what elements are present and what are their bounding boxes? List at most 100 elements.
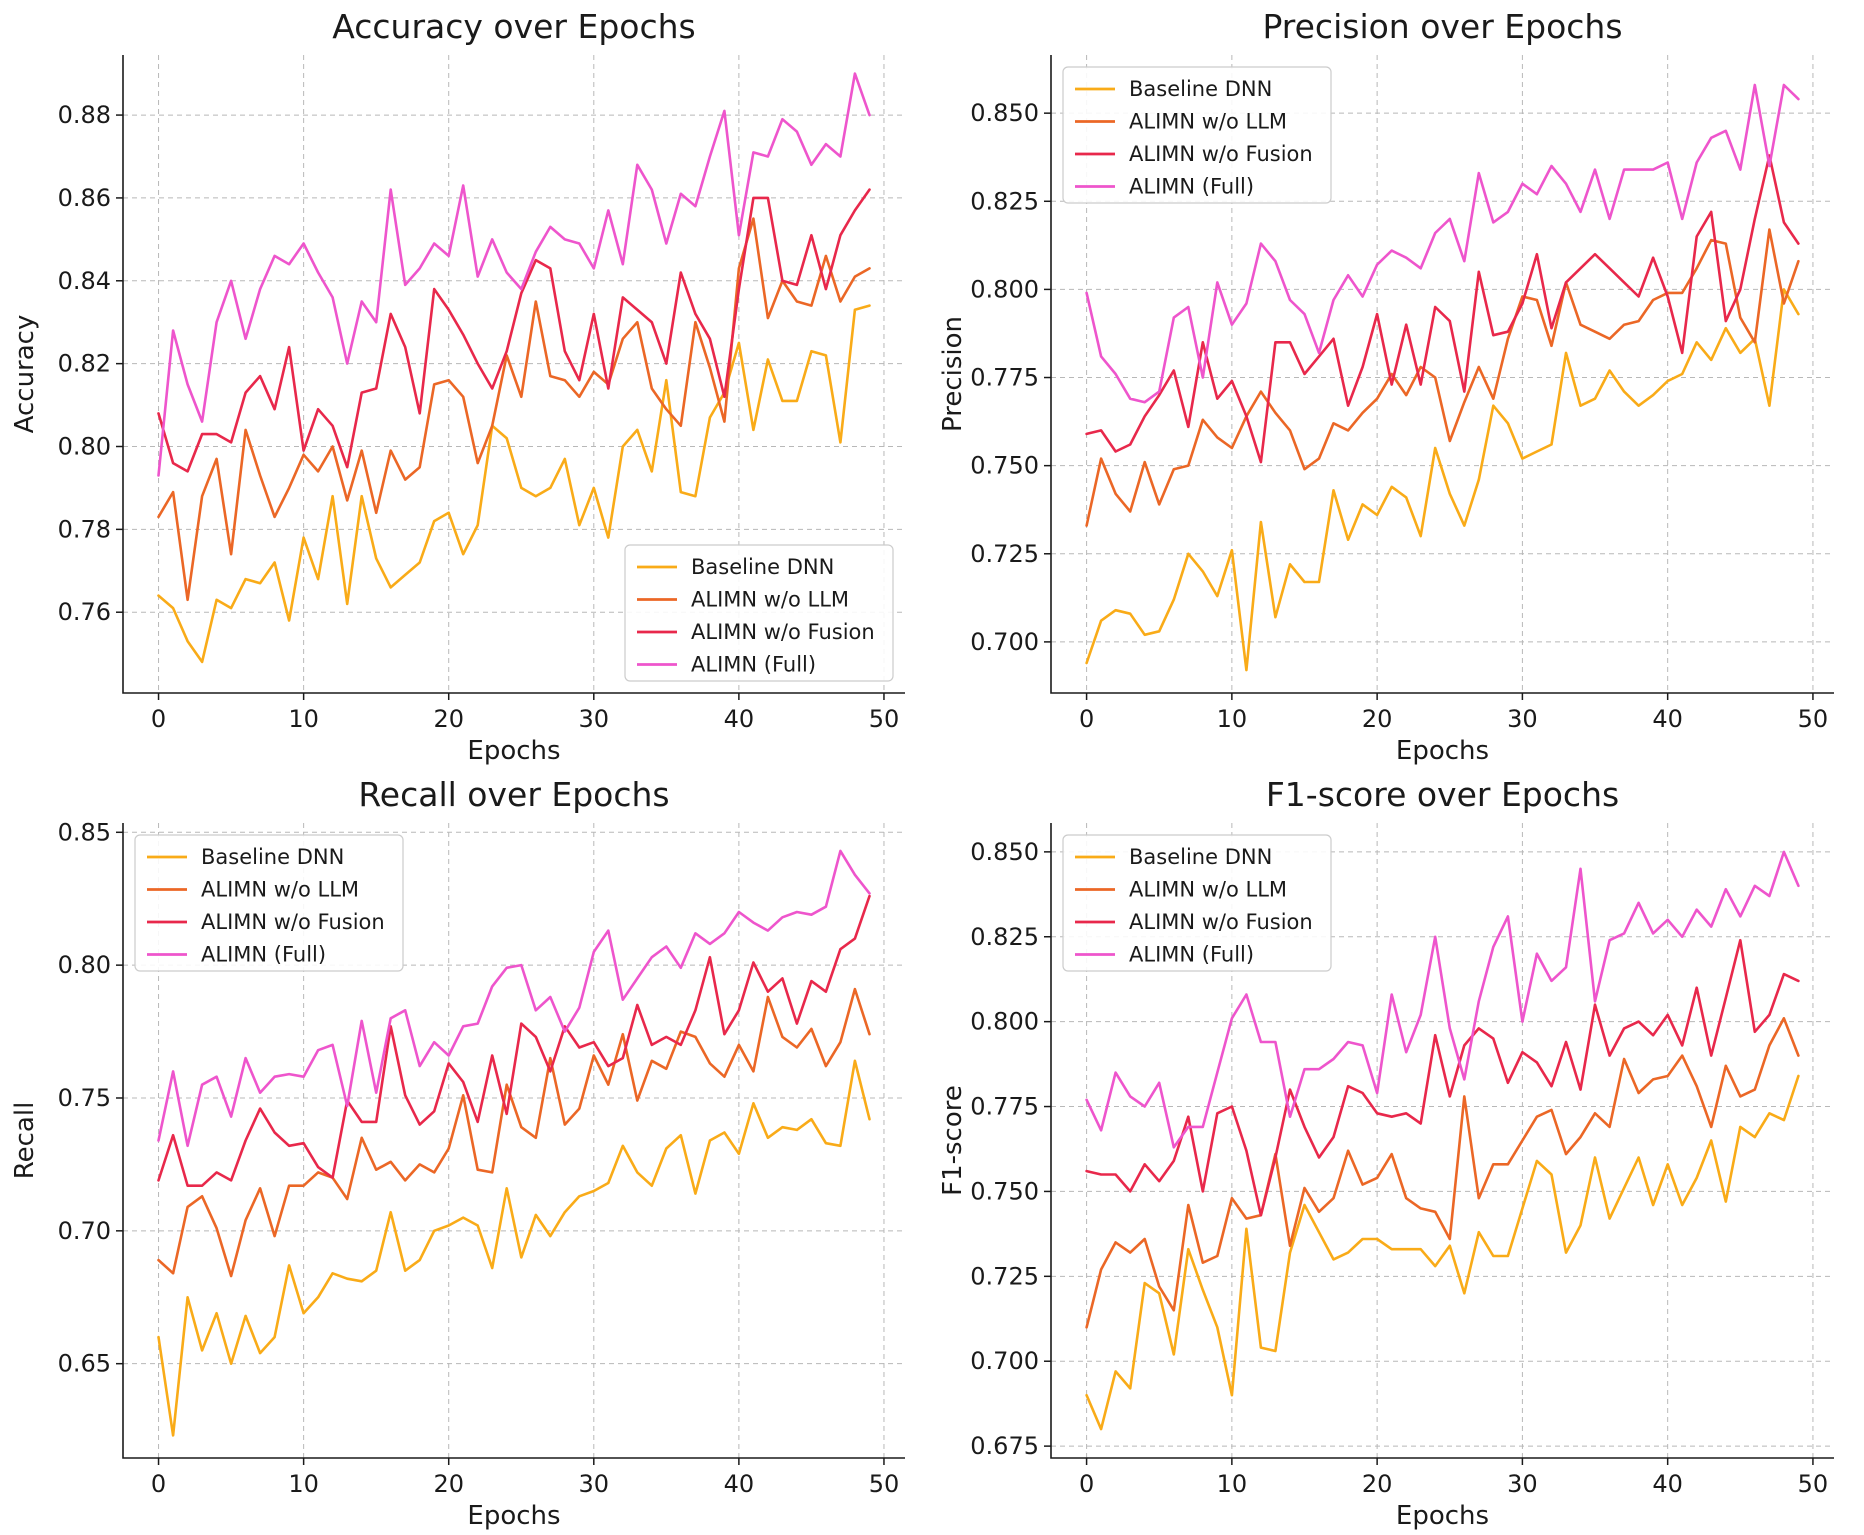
series-line-full xyxy=(157,72,871,477)
y-tick-label: 0.70 xyxy=(58,1217,111,1245)
y-tick-label: 0.65 xyxy=(58,1350,111,1378)
series-line-baseline xyxy=(157,1059,871,1437)
y-tick-label: 0.750 xyxy=(970,1177,1039,1205)
y-tick-label: 0.850 xyxy=(970,99,1039,127)
x-tick-label: 30 xyxy=(579,1470,610,1498)
x-tick-label: 40 xyxy=(1652,705,1683,733)
x-tick-label: 30 xyxy=(579,705,610,733)
legend-label: ALIMN (Full) xyxy=(1129,175,1254,199)
legend-label: ALIMN w/o Fusion xyxy=(691,620,875,644)
y-tick-label: 0.85 xyxy=(58,818,111,846)
y-axis-label: F1-score xyxy=(938,1085,968,1196)
x-tick-label: 0 xyxy=(1079,705,1094,733)
legend-frame xyxy=(1062,66,1332,204)
series-line-no-fusion xyxy=(157,188,871,473)
series-line-baseline xyxy=(157,304,871,664)
series-line-full xyxy=(157,849,871,1148)
axes-spine xyxy=(1050,55,1834,694)
legend-label: Baseline DNN xyxy=(1129,845,1272,869)
axes-spine xyxy=(122,55,905,694)
y-tick-label: 0.82 xyxy=(58,350,111,378)
x-tick-label: 10 xyxy=(288,705,319,733)
legend-label: ALIMN w/o LLM xyxy=(201,878,359,902)
chart-title: Accuracy over Epochs xyxy=(332,7,695,46)
f1-chart: 0 10 20 30 40 50 0.675 0.700 0.725 0.750 0.775 0.80… xyxy=(938,775,1834,1531)
chart-title: Precision over Epochs xyxy=(1262,7,1622,46)
y-tick-label: 0.700 xyxy=(970,628,1039,656)
x-tick-label: 10 xyxy=(1217,1470,1248,1498)
legend-frame xyxy=(134,834,404,972)
y-tick-label: 0.700 xyxy=(970,1347,1039,1375)
x-tick-label: 40 xyxy=(724,1470,755,1498)
legend-frame xyxy=(624,544,894,682)
legend: Baseline DNN ALIMN w/o LLM ALIMN w/o Fusio… xyxy=(1062,66,1332,204)
legend: Baseline DNN ALIMN w/o LLM ALIMN w/o Fusio… xyxy=(134,834,404,972)
legend-label: ALIMN w/o LLM xyxy=(1129,110,1287,134)
y-axis-label: Precision xyxy=(938,316,968,432)
y-tick-label: 0.88 xyxy=(58,101,111,129)
accuracy-chart: 0 10 20 30 40 50 0.76 0.78 0.80 0.82 0.84 0.86 0.88 A… xyxy=(10,7,905,766)
legend-label: ALIMN (Full) xyxy=(691,653,816,677)
legend-label: ALIMN w/o LLM xyxy=(1129,878,1287,902)
chart-title: Recall over Epochs xyxy=(358,775,669,814)
legend-label: Baseline DNN xyxy=(201,845,344,869)
axes-spine xyxy=(1050,823,1834,1459)
y-tick-label: 0.775 xyxy=(970,1093,1039,1121)
legend: Baseline DNN ALIMN w/o LLM ALIMN w/o Fusio… xyxy=(624,544,894,682)
x-tick-label: 10 xyxy=(1217,705,1248,733)
series-line-no-llm xyxy=(157,987,871,1278)
y-tick-label: 0.725 xyxy=(970,1262,1039,1290)
axes-spine xyxy=(122,823,905,1459)
series-line-no-fusion xyxy=(157,894,871,1187)
y-tick-label: 0.80 xyxy=(58,951,111,979)
series-line-no-fusion xyxy=(1085,154,1800,464)
y-tick-label: 0.675 xyxy=(970,1432,1039,1460)
x-tick-label: 0 xyxy=(151,1470,166,1498)
x-axis-label: Epochs xyxy=(467,1501,560,1531)
x-tick-label: 20 xyxy=(433,705,464,733)
y-tick-label: 0.825 xyxy=(970,923,1039,951)
x-tick-label: 50 xyxy=(1798,1470,1829,1498)
y-tick-label: 0.76 xyxy=(58,598,111,626)
legend-label: ALIMN w/o Fusion xyxy=(201,910,385,934)
series-line-no-llm xyxy=(1085,1016,1800,1329)
x-tick-label: 50 xyxy=(869,1470,900,1498)
x-tick-label: 30 xyxy=(1507,705,1538,733)
x-tick-label: 30 xyxy=(1507,1470,1538,1498)
series-line-baseline xyxy=(1085,288,1800,672)
x-tick-label: 50 xyxy=(869,705,900,733)
y-axis-label: Recall xyxy=(10,1102,40,1180)
x-tick-label: 10 xyxy=(288,1470,319,1498)
series-line-baseline xyxy=(1085,1074,1800,1431)
y-tick-label: 0.725 xyxy=(970,540,1039,568)
x-tick-label: 50 xyxy=(1798,705,1829,733)
series-line-full xyxy=(1085,83,1800,404)
y-tick-label: 0.80 xyxy=(58,433,111,461)
y-tick-label: 0.84 xyxy=(58,267,111,295)
y-tick-label: 0.825 xyxy=(970,187,1039,215)
y-tick-label: 0.850 xyxy=(970,838,1039,866)
series-line-no-fusion xyxy=(1085,938,1800,1217)
x-tick-label: 0 xyxy=(151,705,166,733)
y-tick-label: 0.800 xyxy=(970,275,1039,303)
legend-label: ALIMN w/o Fusion xyxy=(1129,910,1313,934)
chart-title: F1-score over Epochs xyxy=(1266,775,1619,814)
recall-chart: 0 10 20 30 40 50 0.65 0.70 0.75 0.80 0.85 Recall ov… xyxy=(10,775,905,1531)
legend-label: Baseline DNN xyxy=(691,555,834,579)
x-tick-label: 20 xyxy=(1362,705,1393,733)
legend-label: ALIMN (Full) xyxy=(1129,943,1254,967)
y-tick-label: 0.800 xyxy=(970,1008,1039,1036)
x-tick-label: 40 xyxy=(724,705,755,733)
x-tick-label: 40 xyxy=(1652,1470,1683,1498)
legend-label: ALIMN w/o LLM xyxy=(691,588,849,612)
y-tick-label: 0.78 xyxy=(58,515,111,543)
y-tick-label: 0.750 xyxy=(970,452,1039,480)
x-axis-label: Epochs xyxy=(1396,1501,1489,1531)
legend-label: Baseline DNN xyxy=(1129,77,1272,101)
y-axis-label: Accuracy xyxy=(10,315,40,434)
series-line-no-llm xyxy=(1085,228,1800,527)
series-line-no-llm xyxy=(157,217,871,602)
x-tick-label: 20 xyxy=(433,1470,464,1498)
precision-chart: 0 10 20 30 40 50 0.700 0.725 0.750 0.775 0.800 0.82… xyxy=(938,7,1834,766)
